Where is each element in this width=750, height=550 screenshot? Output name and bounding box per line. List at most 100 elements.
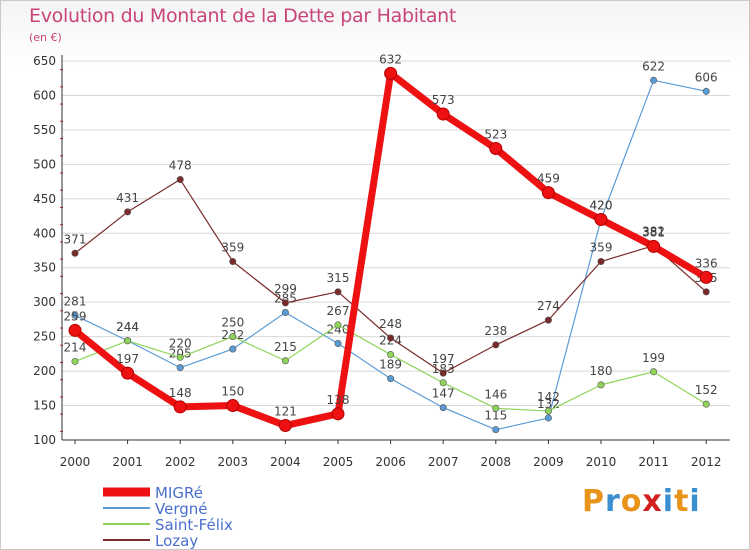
data-label: 214 [64,340,87,354]
data-point [334,321,342,329]
logo-letter: t [674,484,690,519]
data-point [71,249,79,257]
data-label: 199 [642,351,665,365]
data-point [439,369,447,377]
data-label: 622 [642,59,665,73]
data-label: 132 [537,397,560,411]
data-label: 197 [116,352,139,366]
data-point [702,400,710,408]
data-point [597,381,605,389]
data-point [650,76,658,84]
data-point [387,375,395,383]
logo-letter: r [605,484,621,519]
data-label: 148 [169,386,192,400]
x-tick-label: 2003 [218,455,249,469]
data-label: 220 [169,336,192,350]
y-tick-label: 550 [33,123,56,137]
data-point [71,357,79,365]
logo-letter: i [689,484,701,519]
data-label: 197 [432,352,455,366]
data-point [229,333,237,341]
data-point [541,186,555,200]
data-point [278,419,292,433]
data-label: 606 [695,70,718,84]
data-label: 240 [327,323,350,337]
data-point [650,368,658,376]
data-label: 281 [64,294,87,308]
data-point [387,334,395,342]
logo-letter: x [642,484,663,519]
data-point [176,364,184,372]
data-label: 459 [537,172,560,186]
data-point [544,407,552,415]
data-point [699,270,713,284]
data-label: 183 [432,362,455,376]
data-point [384,66,398,80]
x-tick-label: 2012 [691,455,722,469]
data-point [176,176,184,184]
data-label: 267 [327,304,350,318]
data-label: 478 [169,159,192,173]
y-tick-label: 450 [33,192,56,206]
proxiti-logo: Proxiti [582,484,701,519]
data-label: 573 [432,93,455,107]
data-point [281,357,289,365]
data-label: 632 [379,52,402,66]
data-label: 248 [379,317,402,331]
y-tick-label: 250 [33,330,56,344]
data-point [544,316,552,324]
data-point [544,414,552,422]
y-tick-label: 350 [33,261,56,275]
x-tick-label: 2007 [428,455,459,469]
chart-title: Evolution du Montant de la Dette par Hab… [29,5,457,27]
data-point [229,258,237,266]
data-point [176,353,184,361]
data-point [647,239,661,253]
data-label: 146 [484,387,507,401]
data-point [334,340,342,348]
data-point [597,258,605,266]
data-label: 420 [590,198,613,212]
data-label: 147 [432,387,455,401]
x-tick-label: 2009 [533,455,564,469]
data-label: 381 [642,225,665,239]
y-tick-label: 400 [33,226,56,240]
data-point [594,212,608,226]
x-tick-label: 2011 [638,455,669,469]
chart-subtitle: (en €) [29,31,62,44]
y-tick-label: 650 [33,54,56,68]
x-tick-label: 2002 [165,455,196,469]
data-label: 150 [221,385,244,399]
x-tick-label: 2008 [481,455,512,469]
data-label: 274 [537,299,560,313]
data-label: 244 [116,320,139,334]
x-tick-label: 2004 [270,455,301,469]
data-label: 250 [221,316,244,330]
data-point [439,379,447,387]
logo-letter: o [620,484,643,519]
data-point [492,404,500,412]
y-tick-label: 600 [33,88,56,102]
legend-label: Lozay [155,532,198,550]
data-point [387,351,395,359]
data-point [436,107,450,121]
logo-letter: P [582,484,605,519]
data-label: 215 [274,340,297,354]
data-point [71,311,79,319]
data-label: 238 [484,324,507,338]
data-label: 382 [642,225,665,239]
data-point [492,426,500,434]
legend-label: Saint-Félix [155,516,233,534]
data-label: 431 [116,191,139,205]
data-label: 142 [537,390,560,404]
data-label: 420 [590,198,613,212]
y-tick-label: 300 [33,295,56,309]
data-point [492,341,500,349]
data-label: 315 [327,271,350,285]
data-point [124,208,132,216]
legend-label: Vergné [155,500,208,518]
y-tick-label: 200 [33,364,56,378]
data-label: 138 [327,393,350,407]
data-point [489,142,503,156]
